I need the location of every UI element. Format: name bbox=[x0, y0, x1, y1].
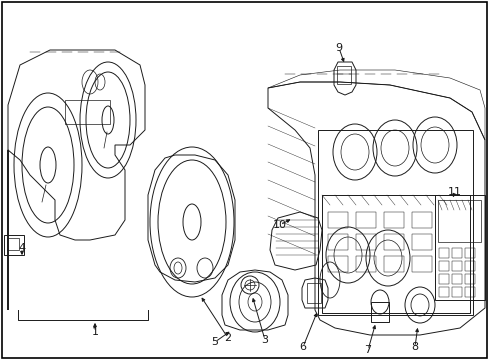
Bar bbox=[327, 212, 347, 228]
Bar bbox=[317, 130, 472, 315]
Bar bbox=[355, 256, 375, 272]
Bar bbox=[383, 212, 403, 228]
Text: 10: 10 bbox=[272, 220, 286, 230]
Text: 4: 4 bbox=[19, 243, 25, 253]
Bar bbox=[383, 234, 403, 250]
Bar bbox=[7, 238, 19, 250]
Text: 2: 2 bbox=[224, 333, 231, 343]
Bar bbox=[438, 274, 448, 284]
Text: 11: 11 bbox=[447, 187, 461, 197]
Bar bbox=[355, 212, 375, 228]
Bar bbox=[451, 274, 461, 284]
Bar bbox=[411, 256, 431, 272]
Bar bbox=[370, 302, 388, 322]
Text: 1: 1 bbox=[91, 327, 98, 337]
Bar bbox=[355, 234, 375, 250]
Bar bbox=[327, 256, 347, 272]
Bar bbox=[464, 274, 474, 284]
Bar bbox=[306, 283, 320, 303]
Text: 3: 3 bbox=[261, 335, 268, 345]
Bar bbox=[383, 256, 403, 272]
Bar bbox=[411, 212, 431, 228]
Bar bbox=[451, 261, 461, 271]
Bar bbox=[438, 248, 448, 258]
Bar bbox=[438, 287, 448, 297]
Bar bbox=[437, 200, 480, 242]
Bar bbox=[464, 261, 474, 271]
Text: 5: 5 bbox=[211, 337, 218, 347]
Bar bbox=[65, 100, 110, 124]
Bar bbox=[411, 234, 431, 250]
Bar bbox=[438, 261, 448, 271]
Bar bbox=[464, 287, 474, 297]
Bar bbox=[451, 248, 461, 258]
Text: 9: 9 bbox=[335, 43, 342, 53]
Bar bbox=[451, 287, 461, 297]
Text: 6: 6 bbox=[299, 342, 306, 352]
Bar bbox=[434, 195, 484, 300]
Bar bbox=[336, 66, 350, 84]
Bar bbox=[464, 248, 474, 258]
Text: 8: 8 bbox=[410, 342, 418, 352]
Text: 7: 7 bbox=[364, 345, 371, 355]
Bar bbox=[4, 235, 24, 255]
Bar bbox=[327, 234, 347, 250]
Bar bbox=[321, 195, 469, 313]
